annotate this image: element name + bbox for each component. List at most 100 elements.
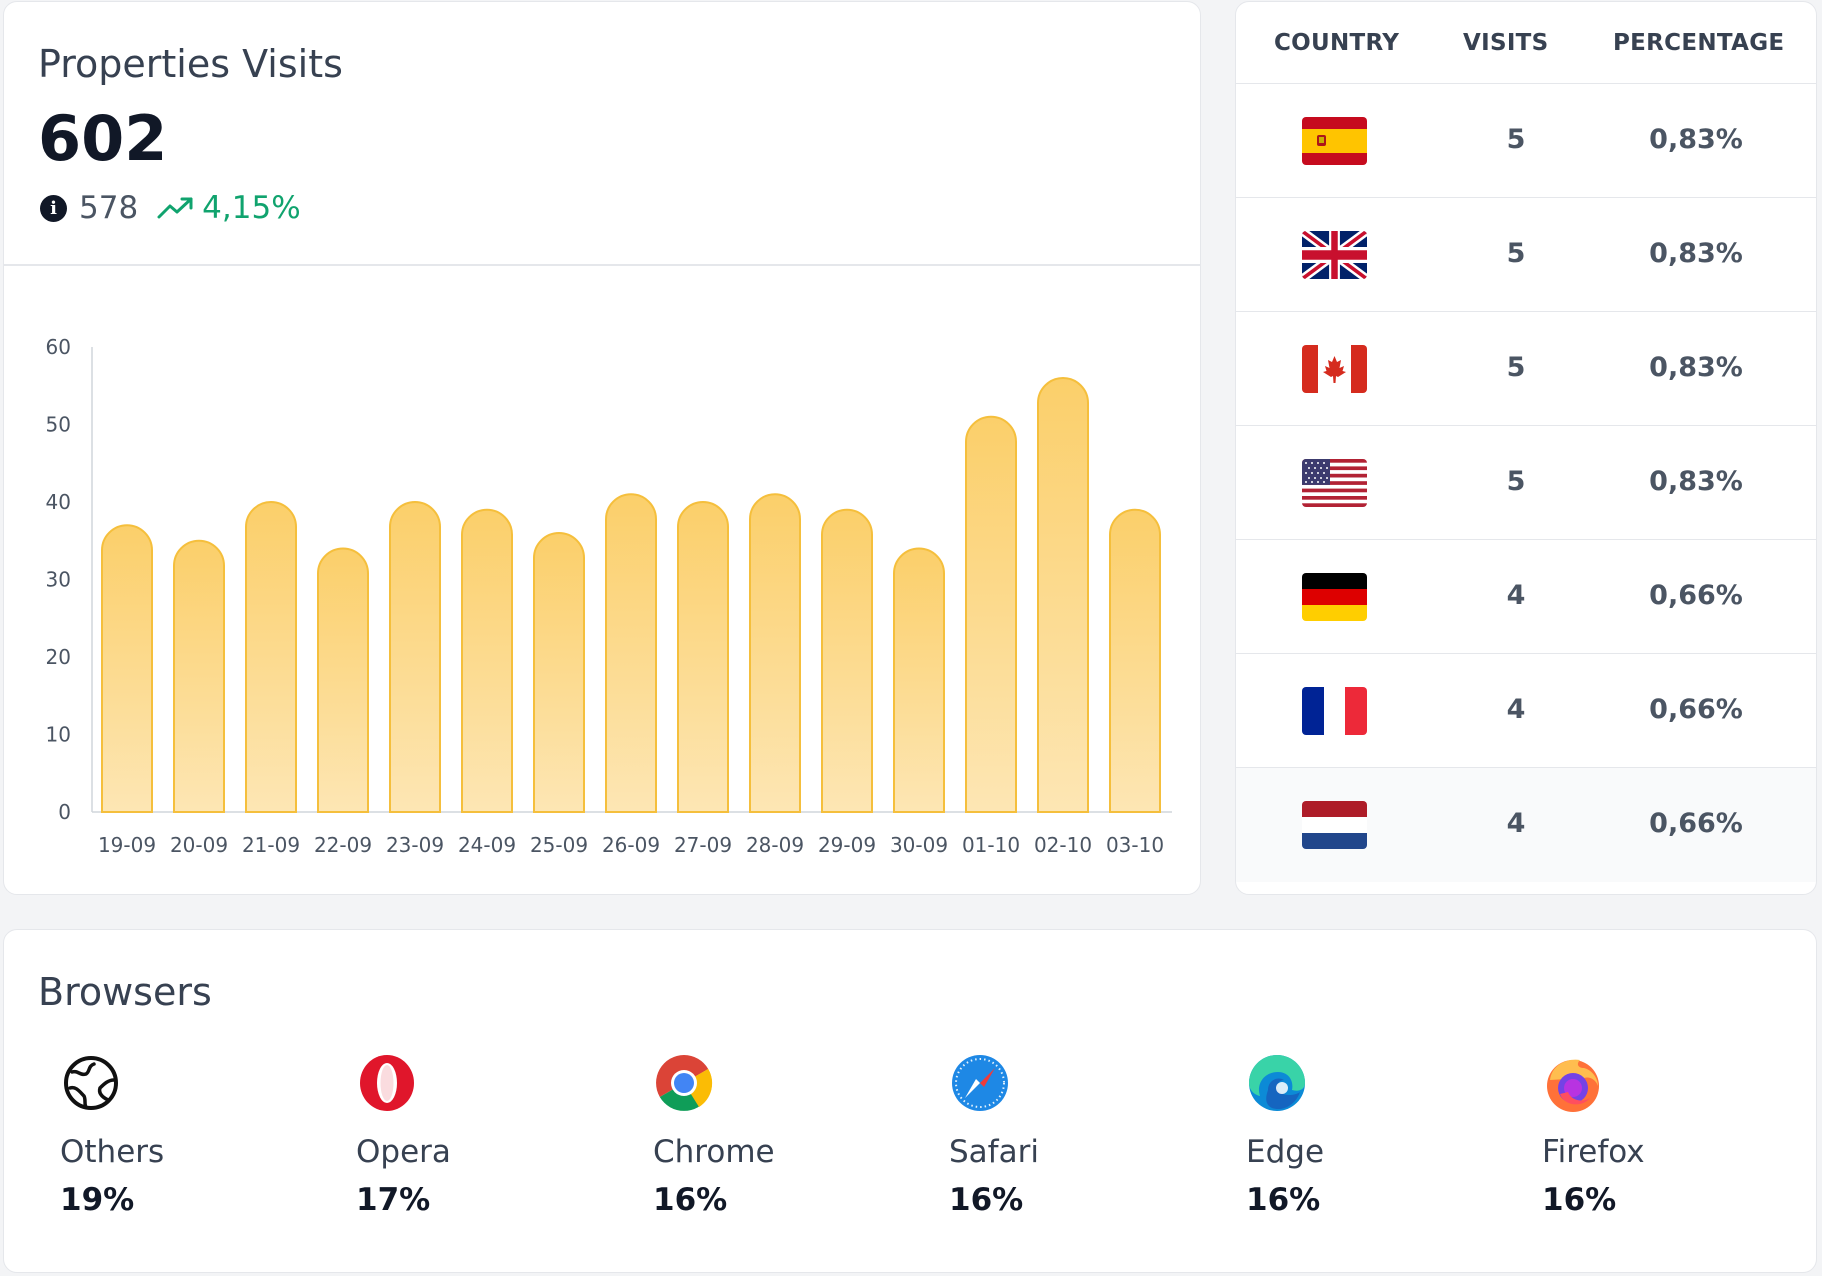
visits-title: Properties Visits — [38, 42, 343, 86]
x-tick-label: 20-09 — [170, 833, 228, 857]
x-tick-label: 30-09 — [890, 833, 948, 857]
bar-20-09[interactable] — [173, 539, 225, 813]
x-tick-label: 26-09 — [602, 833, 660, 857]
table-row[interactable]: 4 0,66% — [1236, 540, 1816, 654]
bar-22-09[interactable] — [317, 547, 369, 813]
bar-25-09[interactable] — [533, 532, 585, 813]
france-flag — [1302, 687, 1367, 735]
chart-x-labels: 19-09 20-09 21-09 22-09 23-09 24-09 25-09 26-09… — [98, 833, 1164, 857]
country-table: COUNTRY VISITS PERCENTAGE 5 0,83% 5 0,83… — [1235, 1, 1817, 895]
country-percentage: 0,83% — [1649, 238, 1743, 269]
x-tick-label: 29-09 — [818, 833, 876, 857]
country-percentage: 0,83% — [1649, 466, 1743, 497]
browser-item-safari[interactable]: Safari 16% — [941, 1050, 1211, 1230]
country-visits: 4 — [1506, 694, 1526, 725]
browsers-title: Browsers — [38, 970, 212, 1014]
y-tick-label: 30 — [46, 568, 71, 592]
table-row[interactable]: 5 0,83% — [1236, 84, 1816, 198]
browser-percent: 16% — [653, 1182, 728, 1218]
country-percentage: 0,66% — [1649, 808, 1743, 839]
edge-icon — [1249, 1055, 1305, 1111]
firefox-icon — [1547, 1059, 1599, 1112]
x-tick-label: 03-10 — [1106, 833, 1164, 857]
y-tick-label: 50 — [46, 413, 71, 437]
country-visits: 5 — [1506, 238, 1526, 269]
bar-02-10[interactable] — [1037, 377, 1089, 813]
table-row[interactable]: 5 0,83% — [1236, 312, 1816, 426]
table-row[interactable]: 4 0,66% — [1236, 768, 1816, 882]
visits-bar-chart: 19-09 20-09 21-09 22-09 23-09 24-09 25-09 26-09… — [46, 335, 1172, 857]
trend-up-icon — [157, 197, 193, 219]
browser-name: Safari — [949, 1134, 1039, 1170]
browser-item-edge[interactable]: Edge 16% — [1238, 1050, 1508, 1230]
bar-23-09[interactable] — [389, 501, 441, 813]
browser-percent: 17% — [356, 1182, 431, 1218]
browser-percent: 16% — [949, 1182, 1024, 1218]
netherlands-flag — [1302, 801, 1367, 849]
bar-28-09[interactable] — [749, 493, 801, 813]
united-states-flag — [1302, 459, 1367, 507]
x-tick-label: 28-09 — [746, 833, 804, 857]
y-tick-label: 20 — [46, 645, 71, 669]
opera-icon — [360, 1055, 414, 1111]
x-tick-label: 01-10 — [962, 833, 1020, 857]
table-row[interactable]: 5 0,83% — [1236, 198, 1816, 312]
chart-bars — [101, 377, 1161, 813]
browser-name: Others — [60, 1134, 165, 1170]
x-tick-label: 21-09 — [242, 833, 300, 857]
country-visits: 5 — [1506, 352, 1526, 383]
table-row[interactable]: 4 0,66% — [1236, 654, 1816, 768]
info-icon[interactable]: i — [40, 194, 67, 222]
bar-26-09[interactable] — [605, 493, 657, 813]
x-tick-label: 25-09 — [530, 833, 588, 857]
browser-item-firefox[interactable]: Firefox 16% — [1534, 1050, 1804, 1230]
bar-30-09[interactable] — [893, 547, 945, 813]
country-percentage: 0,83% — [1649, 352, 1743, 383]
x-tick-label: 22-09 — [314, 833, 372, 857]
browsers-card: Browsers Others 19% Opera 17% Chro — [3, 929, 1817, 1273]
visits-column-header[interactable]: VISITS — [1463, 30, 1549, 56]
country-visits: 5 — [1506, 124, 1526, 155]
previous-visits: 578 — [79, 190, 139, 226]
country-column-header[interactable]: COUNTRY — [1274, 30, 1400, 56]
bar-21-09[interactable] — [245, 501, 297, 813]
canada-flag — [1302, 345, 1367, 393]
safari-icon — [952, 1055, 1008, 1111]
browser-item-chrome[interactable]: Chrome 16% — [645, 1050, 915, 1230]
visits-card: Properties Visits 602 i 578 4,15% 19-09 2… — [3, 1, 1201, 895]
united-kingdom-flag — [1302, 231, 1367, 279]
browser-name: Firefox — [1542, 1134, 1645, 1170]
x-tick-label: 02-10 — [1034, 833, 1092, 857]
country-percentage: 0,66% — [1649, 694, 1743, 725]
country-percentage: 0,83% — [1649, 124, 1743, 155]
y-tick-label: 40 — [46, 490, 71, 514]
x-tick-label: 23-09 — [386, 833, 444, 857]
browser-item-others[interactable]: Others 19% — [52, 1050, 322, 1230]
germany-flag — [1302, 573, 1367, 621]
browser-name: Edge — [1246, 1134, 1325, 1170]
browser-percent: 19% — [60, 1182, 135, 1218]
bar-01-10[interactable] — [965, 415, 1017, 813]
bar-03-10[interactable] — [1109, 508, 1161, 813]
bar-29-09[interactable] — [821, 508, 873, 813]
chart-y-labels: 0 10 20 30 40 50 60 — [46, 335, 71, 824]
browser-percent: 16% — [1542, 1182, 1617, 1218]
bar-27-09[interactable] — [677, 501, 729, 813]
country-percentage: 0,66% — [1649, 580, 1743, 611]
bar-19-09[interactable] — [101, 524, 153, 813]
table-header: COUNTRY VISITS PERCENTAGE — [1236, 2, 1816, 84]
visits-comparison: i 578 4,15% — [40, 188, 301, 228]
browser-item-opera[interactable]: Opera 17% — [348, 1050, 618, 1230]
x-tick-label: 19-09 — [98, 833, 156, 857]
y-tick-label: 0 — [58, 800, 71, 824]
visits-total: 602 — [38, 102, 168, 175]
divider — [4, 264, 1200, 266]
spain-flag — [1302, 117, 1367, 165]
browser-name: Opera — [356, 1134, 451, 1170]
percentage-column-header[interactable]: PERCENTAGE — [1613, 30, 1785, 56]
y-tick-label: 60 — [46, 335, 71, 359]
bar-24-09[interactable] — [461, 508, 513, 813]
table-row[interactable]: 5 0,83% — [1236, 426, 1816, 540]
x-tick-label: 27-09 — [674, 833, 732, 857]
chrome-icon — [656, 1055, 713, 1111]
